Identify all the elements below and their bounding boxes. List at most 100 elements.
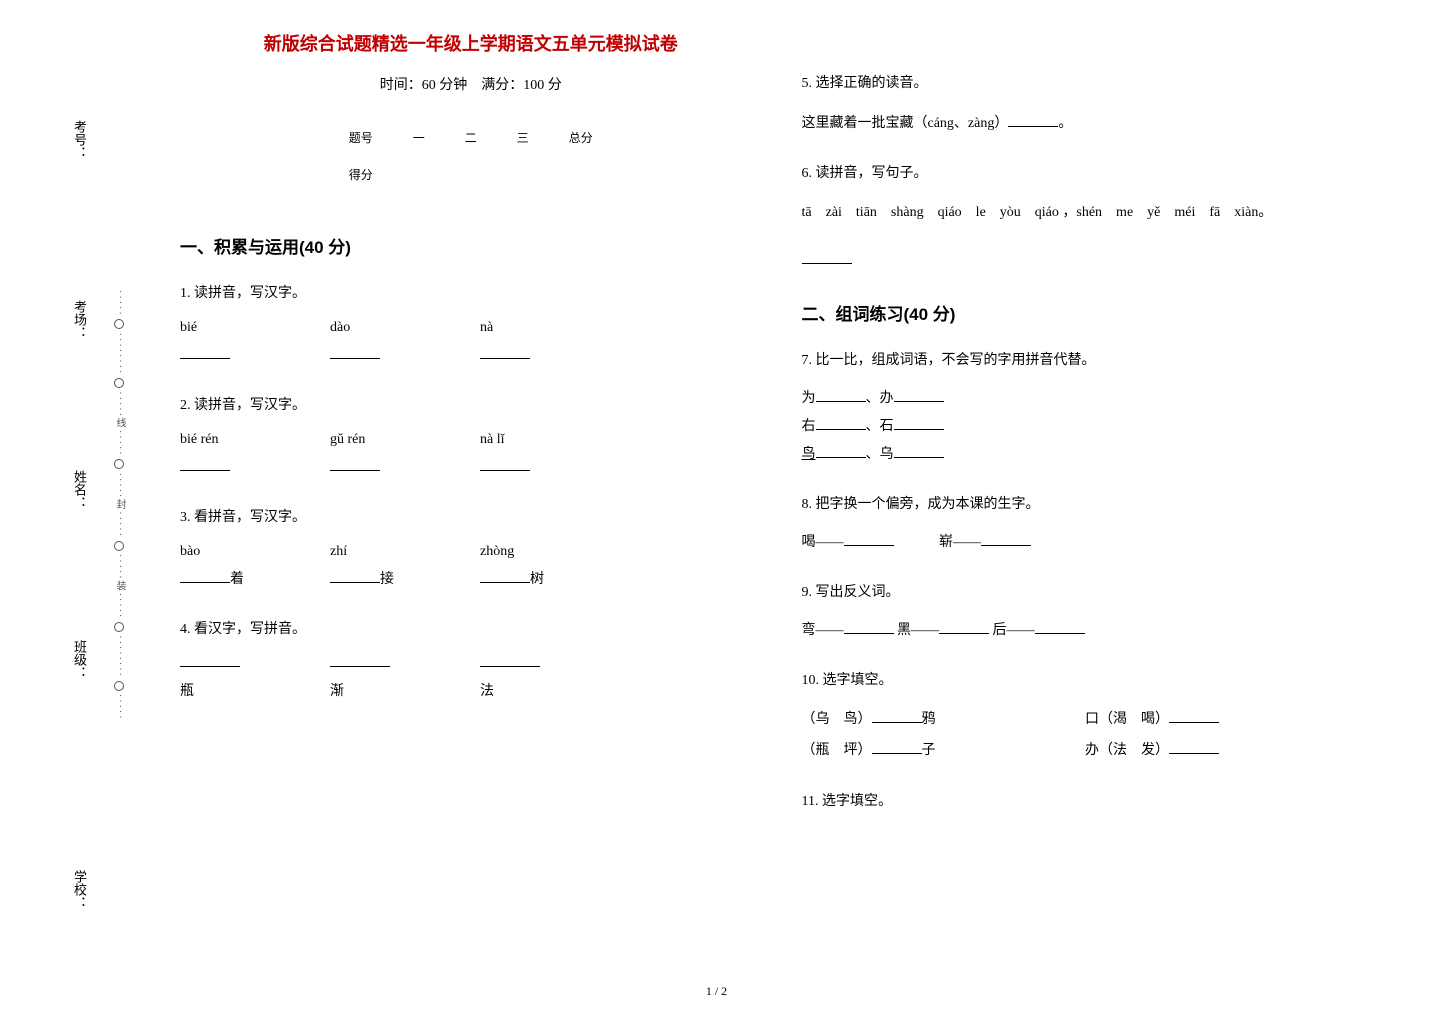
binding-label-class: 班级： bbox=[70, 640, 89, 679]
q7-pairs: 为、办 右、石 鸟、乌 bbox=[802, 385, 1384, 469]
blank bbox=[981, 530, 1031, 546]
left-column: 新版综合试题精选一年级上学期语文五单元模拟试卷 时间：60 分钟 满分：100 … bbox=[160, 30, 782, 1001]
q3-suffix: 着 bbox=[230, 572, 244, 587]
q10-opts: （乌 鸟） bbox=[802, 712, 872, 727]
q2-pinyin: gǔ rén bbox=[330, 432, 365, 447]
blank bbox=[480, 343, 530, 359]
q8-stem: 8. 把字换一个偏旁，成为本课的生字。 bbox=[802, 491, 1384, 519]
q2-item: bié rén bbox=[180, 426, 260, 482]
q3-pinyin: zhòng bbox=[480, 544, 514, 559]
q7-pair: 为、办 bbox=[802, 385, 1384, 413]
blank bbox=[480, 651, 540, 667]
q7-stem: 7. 比一比，组成词语，不会写的字用拼音代替。 bbox=[802, 347, 1384, 375]
blank bbox=[480, 455, 530, 471]
q7-char: 办 bbox=[880, 391, 894, 406]
q1-items: bié dào nà bbox=[180, 314, 762, 370]
blank bbox=[844, 618, 894, 634]
q8-item: 崭—— bbox=[939, 535, 981, 550]
q3-pinyin: zhí bbox=[330, 544, 347, 559]
score-header-label: 题号 bbox=[329, 119, 393, 156]
q10-rows: （乌 鸟）鸦 口（渴 喝） （瓶 坪）子 办（法 发） bbox=[802, 705, 1384, 767]
question-7: 7. 比一比，组成词语，不会写的字用拼音代替。 为、办 右、石 鸟、乌 bbox=[802, 347, 1384, 469]
score-cell bbox=[497, 156, 549, 193]
question-2: 2. 读拼音，写汉字。 bié rén gǔ rén nà lǐ bbox=[180, 392, 762, 482]
q5-stem: 5. 选择正确的读音。 bbox=[802, 70, 1384, 98]
question-5: 5. 选择正确的读音。 这里藏着一批宝藏（cáng、zàng） 。 bbox=[802, 70, 1384, 138]
question-8: 8. 把字换一个偏旁，成为本课的生字。 喝—— 崭—— bbox=[802, 491, 1384, 557]
q4-item: 瓶 bbox=[180, 650, 260, 706]
q10-opts: 口（渴 喝） bbox=[1085, 712, 1169, 727]
blank bbox=[872, 738, 922, 754]
blank bbox=[816, 414, 866, 430]
binding-line: ··················线··········封··········… bbox=[115, 15, 127, 995]
blank bbox=[330, 651, 390, 667]
right-column: 5. 选择正确的读音。 这里藏着一批宝藏（cáng、zàng）。 6. 读拼音，… bbox=[782, 30, 1404, 1001]
q7-char: 乌 bbox=[880, 447, 894, 462]
blank bbox=[844, 530, 894, 546]
q10-opts: （瓶 坪） bbox=[802, 743, 872, 758]
q7-char: 右 bbox=[802, 419, 816, 434]
q11-stem: 11. 选字填空。 bbox=[802, 788, 1384, 816]
score-cell bbox=[393, 156, 445, 193]
exam-title: 新版综合试题精选一年级上学期语文五单元模拟试卷 bbox=[180, 30, 762, 56]
q3-stem: 3. 看拼音，写汉字。 bbox=[180, 504, 762, 532]
q3-items: bào着 zhí接 zhòng 树 bbox=[180, 538, 762, 594]
q4-char: 渐 bbox=[330, 684, 344, 699]
q8-item: 喝—— bbox=[802, 535, 844, 550]
q9-item: 弯—— bbox=[802, 623, 844, 638]
blank bbox=[816, 442, 866, 458]
q9-item: 黑—— bbox=[897, 623, 939, 638]
q5-text-b: 。 bbox=[1058, 116, 1072, 131]
q3-item: bào着 bbox=[180, 538, 260, 594]
blank bbox=[180, 343, 230, 359]
q6-pinyin: tā zài tiān shàng qiáo le yòu qiáo ，shén… bbox=[802, 198, 1384, 229]
q2-item: nà lǐ bbox=[480, 426, 560, 482]
q2-item: gǔ rén bbox=[330, 426, 410, 482]
q4-stem: 4. 看汉字，写拼音。 bbox=[180, 616, 762, 644]
section-2-header: 二、组词练习(40 分) bbox=[802, 300, 1384, 325]
blank bbox=[816, 386, 866, 402]
blank bbox=[939, 618, 989, 634]
binding-margin: 考号： 考场： 姓名： 班级： 学校： ··················线·… bbox=[0, 0, 130, 1011]
score-table-score-row: 得分 bbox=[329, 156, 613, 193]
blank bbox=[330, 343, 380, 359]
score-col-total: 总分 bbox=[549, 119, 613, 156]
q10-suffix: 子 bbox=[922, 743, 936, 758]
binding-label-school: 学校： bbox=[70, 870, 89, 909]
score-col-1: 一 bbox=[393, 119, 445, 156]
score-cell bbox=[549, 156, 613, 193]
q4-item: 渐 bbox=[330, 650, 410, 706]
q1-item: nà bbox=[480, 314, 560, 370]
q7-char: 石 bbox=[880, 419, 894, 434]
score-table: 题号 一 二 三 总分 得分 bbox=[329, 119, 613, 193]
question-9: 9. 写出反义词。 弯—— 黑—— 后—— bbox=[802, 579, 1384, 645]
question-3: 3. 看拼音，写汉字。 bào着 zhí接 zhòng 树 bbox=[180, 504, 762, 594]
q3-item: zhí接 bbox=[330, 538, 410, 594]
q2-stem: 2. 读拼音，写汉字。 bbox=[180, 392, 762, 420]
score-col-3: 三 bbox=[497, 119, 549, 156]
q9-items: 弯—— 黑—— 后—— bbox=[802, 617, 1384, 645]
score-cell bbox=[445, 156, 497, 193]
blank bbox=[872, 707, 922, 723]
q5-text-a: 这里藏着一批宝藏（cáng、zàng） bbox=[802, 116, 1009, 131]
page-root: 考号： 考场： 姓名： 班级： 学校： ··················线·… bbox=[0, 0, 1433, 1011]
blank bbox=[894, 414, 944, 430]
q5-text: 这里藏着一批宝藏（cáng、zàng） 。 bbox=[802, 110, 1384, 138]
blank bbox=[330, 455, 380, 471]
q1-pinyin: bié bbox=[180, 320, 197, 335]
section-1-header: 一、积累与运用(40 分) bbox=[180, 233, 762, 258]
q7-char: 为 bbox=[802, 391, 816, 406]
q7-char: 鸟 bbox=[802, 447, 816, 462]
question-1: 1. 读拼音，写汉字。 bié dào nà bbox=[180, 280, 762, 370]
score-row-label: 得分 bbox=[329, 156, 393, 193]
q4-char: 瓶 bbox=[180, 684, 194, 699]
q3-suffix: 树 bbox=[530, 572, 544, 587]
content-area: 新版综合试题精选一年级上学期语文五单元模拟试卷 时间：60 分钟 满分：100 … bbox=[130, 0, 1433, 1011]
page-number: 1 / 2 bbox=[706, 984, 727, 999]
q3-item: zhòng 树 bbox=[480, 538, 560, 594]
blank bbox=[894, 386, 944, 402]
blank bbox=[1169, 738, 1219, 754]
q10-row: （乌 鸟）鸦 口（渴 喝） bbox=[802, 705, 1384, 736]
q1-stem: 1. 读拼音，写汉字。 bbox=[180, 280, 762, 308]
q4-item: 法 bbox=[480, 650, 560, 706]
